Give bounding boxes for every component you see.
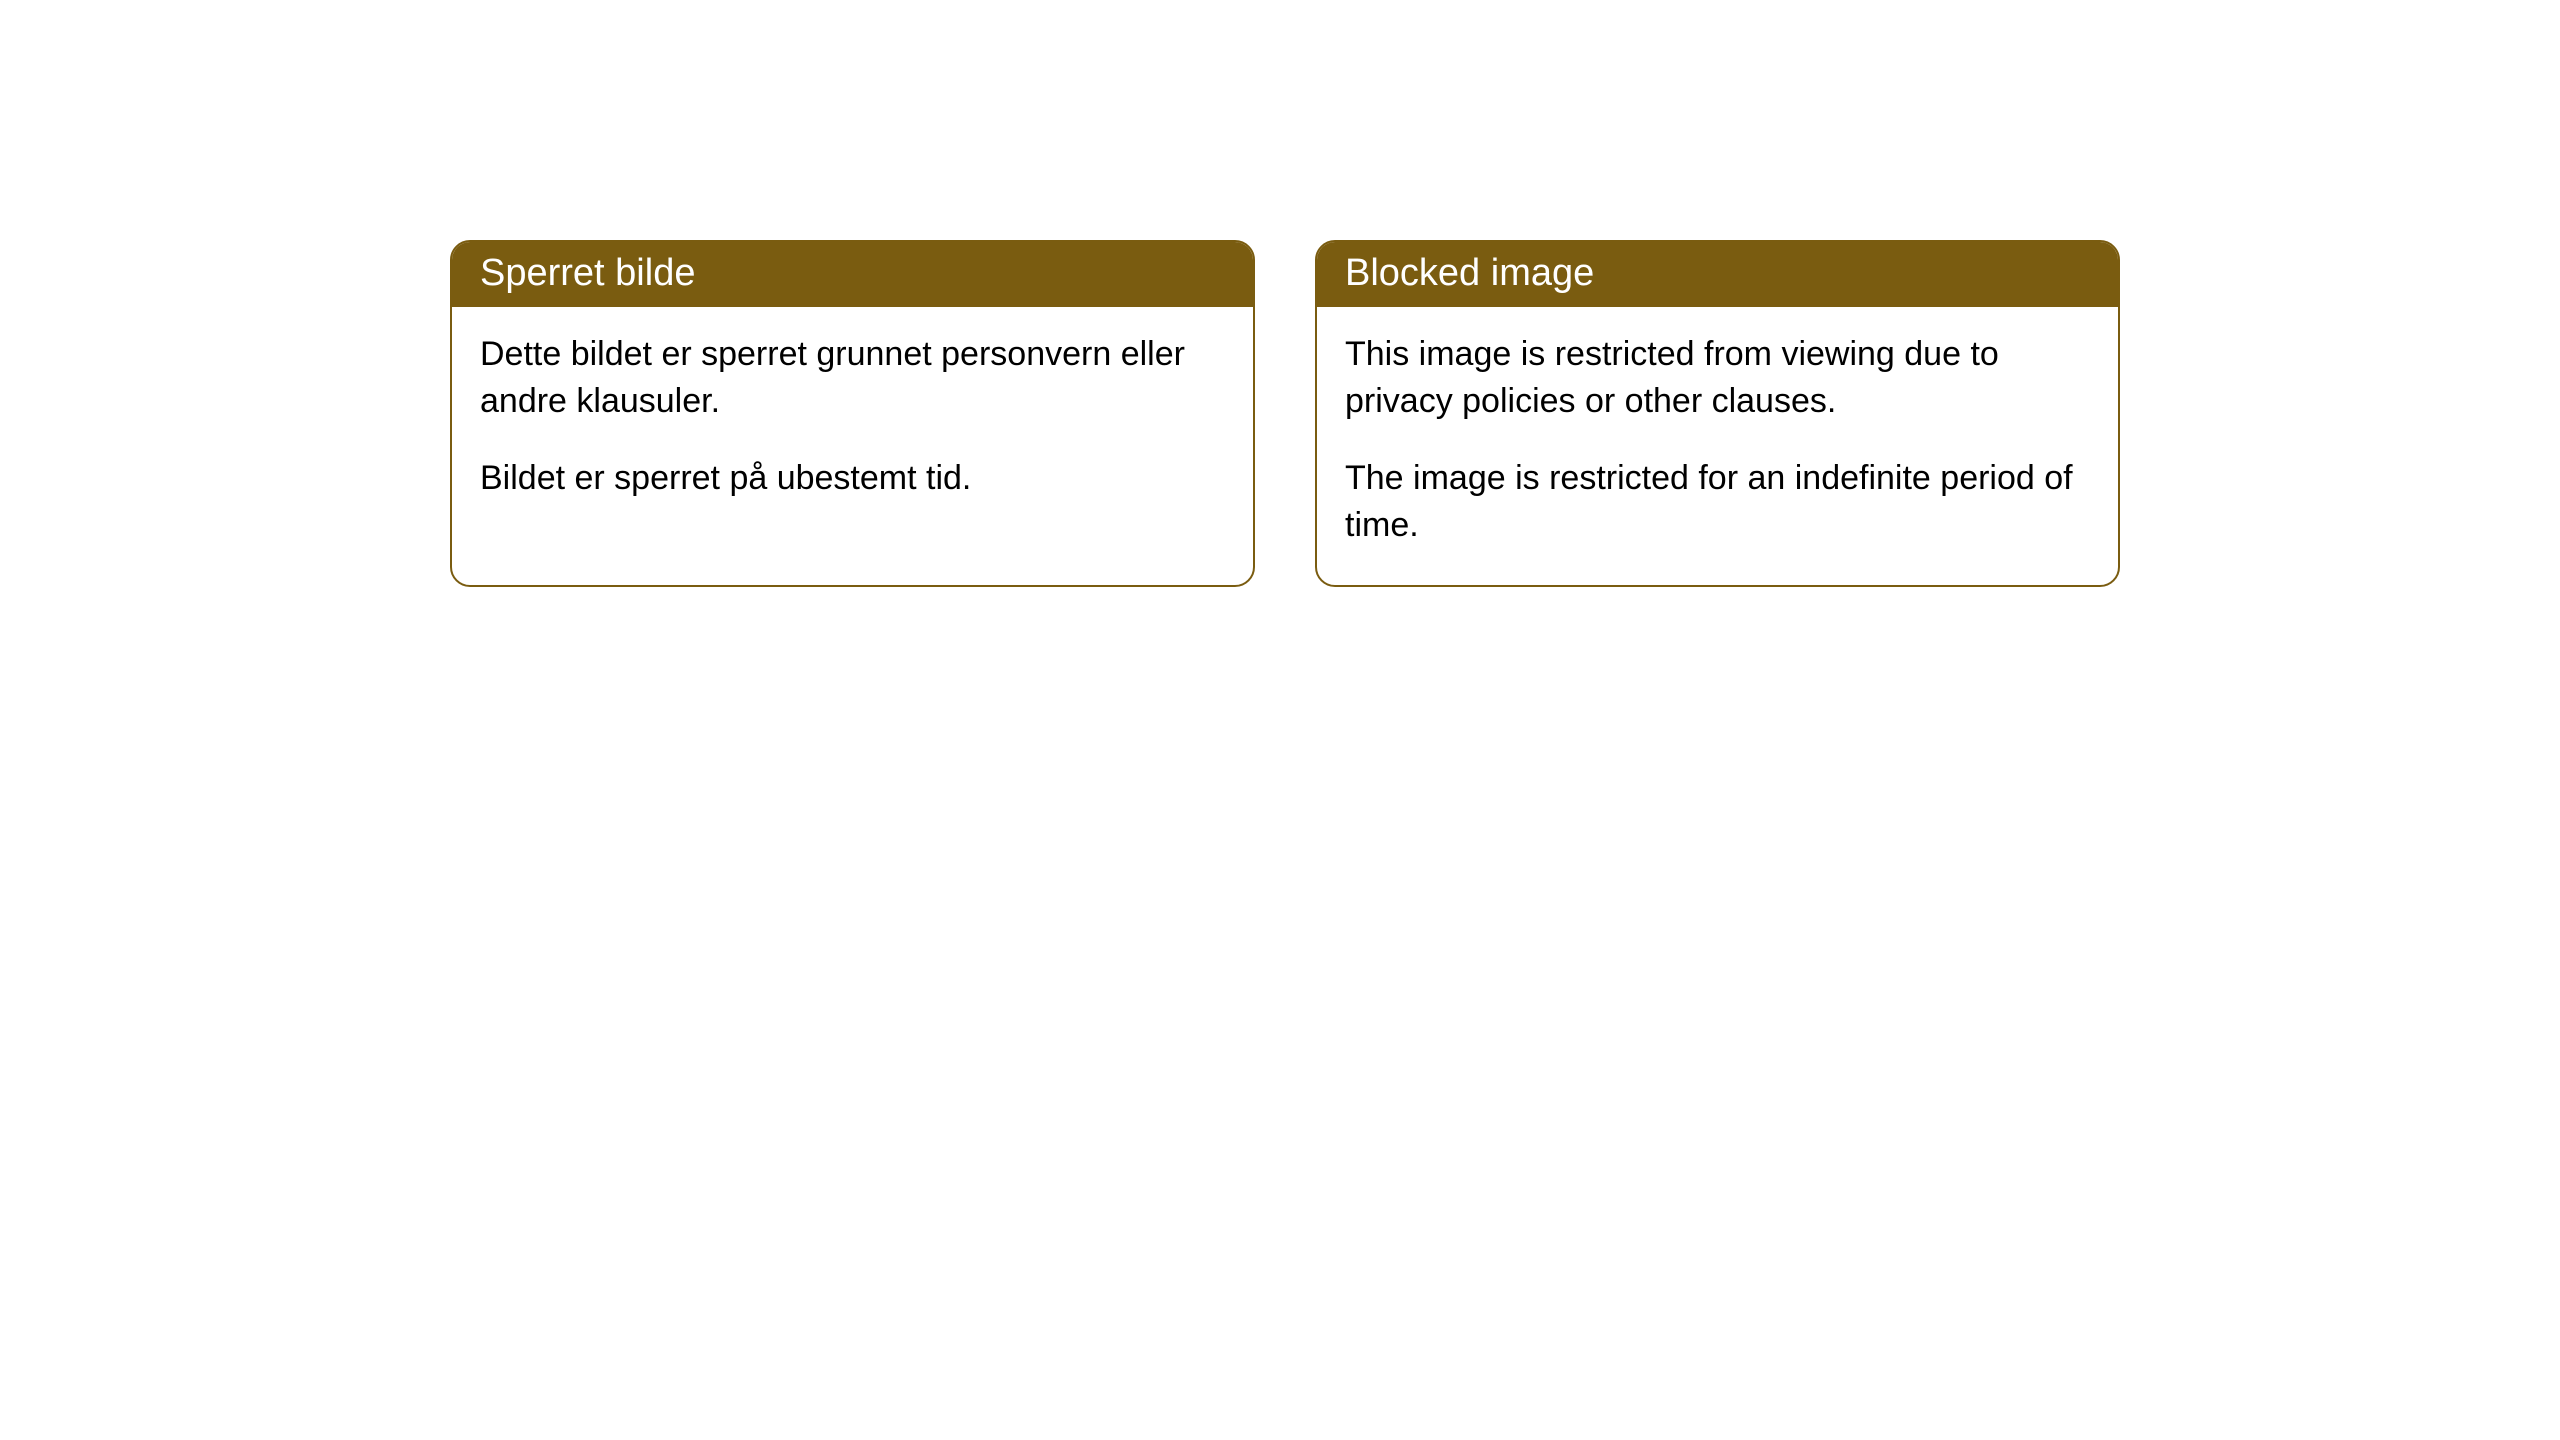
card-para1-norwegian: Dette bildet er sperret grunnet personve… — [480, 331, 1225, 425]
card-norwegian: Sperret bilde Dette bildet er sperret gr… — [450, 240, 1255, 587]
card-para2-norwegian: Bildet er sperret på ubestemt tid. — [480, 455, 1225, 502]
card-body-english: This image is restricted from viewing du… — [1317, 307, 2118, 585]
card-body-norwegian: Dette bildet er sperret grunnet personve… — [452, 307, 1253, 538]
card-header-english: Blocked image — [1317, 242, 2118, 307]
card-header-norwegian: Sperret bilde — [452, 242, 1253, 307]
card-para2-english: The image is restricted for an indefinit… — [1345, 455, 2090, 549]
cards-container: Sperret bilde Dette bildet er sperret gr… — [0, 0, 2560, 587]
card-english: Blocked image This image is restricted f… — [1315, 240, 2120, 587]
card-para1-english: This image is restricted from viewing du… — [1345, 331, 2090, 425]
